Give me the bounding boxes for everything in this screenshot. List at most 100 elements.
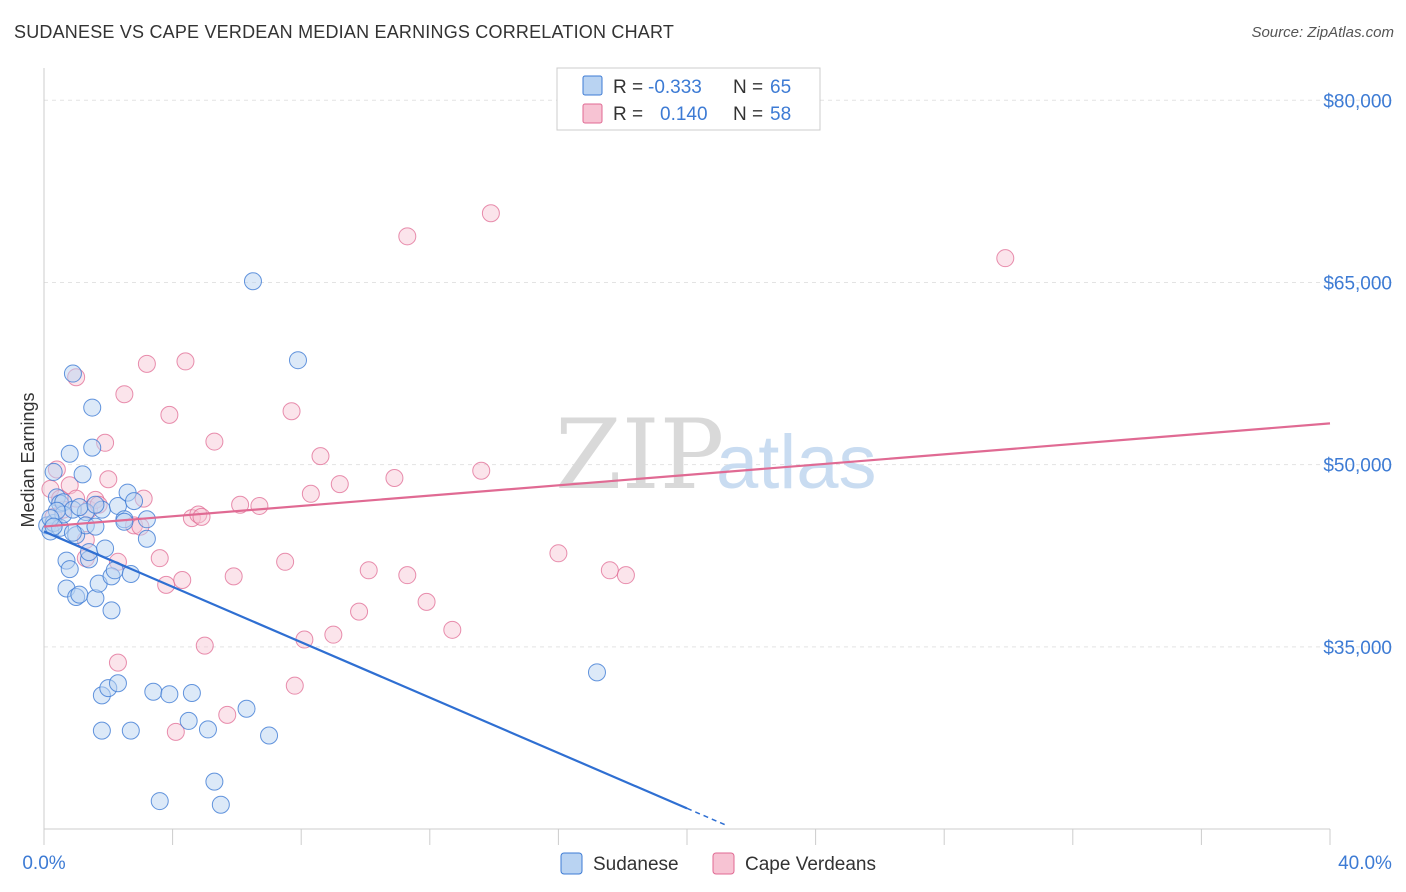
sudanese-point-64 xyxy=(115,512,134,531)
cape-verdeans-point-46 xyxy=(359,561,378,580)
sudanese-point-62 xyxy=(86,495,105,514)
sudanese-point-18 xyxy=(73,465,92,484)
legend-r-label-sudanese: R = xyxy=(613,77,643,98)
cape-verdeans-point-31 xyxy=(195,636,214,655)
legend-n-label-sudanese: N = xyxy=(733,77,763,98)
cape-verdeans-point-21 xyxy=(137,354,156,373)
sudanese-point-51 xyxy=(211,795,230,814)
y-tick-label-3: $80,000 xyxy=(1323,91,1392,112)
sudanese-point-49 xyxy=(198,720,217,739)
legend-n-value-sudanese: 65 xyxy=(770,77,791,98)
cape-verdeans-point-39 xyxy=(285,676,304,695)
sudanese-trend-line xyxy=(43,530,688,810)
x-tick-label-right: 40.0% xyxy=(1338,853,1392,874)
cape-verdeans-point-16 xyxy=(108,653,127,672)
cape-verdeans-point-32 xyxy=(205,432,224,451)
sudanese-point-30 xyxy=(92,721,111,740)
y-tick-label-1: $50,000 xyxy=(1323,456,1392,477)
y-tick-label-2: $65,000 xyxy=(1323,273,1392,294)
sudanese-point-44 xyxy=(144,682,163,701)
sudanese-point-23 xyxy=(83,398,102,417)
sudanese-point-43 xyxy=(137,529,156,548)
sudanese-point-47 xyxy=(179,711,198,730)
sudanese-point-50 xyxy=(205,772,224,791)
legend-r-value-cape-verdeans: 0.140 xyxy=(660,104,708,125)
sudanese-legend-swatch xyxy=(582,75,603,96)
sudanese-point-25 xyxy=(86,589,105,608)
legend-n-value-cape-verdeans: 58 xyxy=(770,104,791,125)
cape-verdeans-points xyxy=(41,204,1015,741)
cape-verdeans-point-25 xyxy=(166,722,185,741)
gridlines xyxy=(44,99,1392,648)
cape-verdeans-legend-label: Cape Verdeans xyxy=(745,854,876,875)
watermark: ZIP atlas xyxy=(555,399,877,511)
sudanese-point-54 xyxy=(260,726,279,745)
x-axis-ticks xyxy=(43,829,1331,845)
sudanese-point-22 xyxy=(80,543,99,562)
cape-verdeans-point-22 xyxy=(150,549,169,568)
y-tick-label-0: $35,000 xyxy=(1323,638,1392,659)
cape-verdeans-point-36 xyxy=(250,496,269,515)
sudanese-point-53 xyxy=(243,272,262,291)
cape-verdeans-point-45 xyxy=(350,602,369,621)
cape-verdeans-point-33 xyxy=(218,705,237,724)
sudanese-point-52 xyxy=(237,699,256,718)
cape-verdeans-point-43 xyxy=(324,625,343,644)
cape-verdeans-point-56 xyxy=(616,566,635,585)
x-tick-label-left: 0.0% xyxy=(22,853,65,874)
cape-verdeans-point-49 xyxy=(398,227,417,246)
cape-verdeans-point-52 xyxy=(472,461,491,480)
cape-verdeans-point-44 xyxy=(330,475,349,494)
legend-r-label-cape-verdeans: R = xyxy=(613,104,643,125)
cape-verdeans-point-14 xyxy=(99,470,118,489)
sudanese-point-37 xyxy=(108,674,127,693)
cape-verdeans-point-30 xyxy=(192,507,211,526)
sudanese-point-3 xyxy=(44,462,63,481)
sudanese-point-46 xyxy=(160,685,179,704)
cape-verdeans-point-55 xyxy=(600,561,619,580)
cape-verdeans-point-38 xyxy=(282,402,301,421)
sudanese-point-12 xyxy=(60,444,79,463)
sudanese-point-24 xyxy=(83,438,102,457)
cape-verdeans-point-50 xyxy=(417,592,436,611)
sudanese-point-60 xyxy=(125,492,144,511)
sudanese-point-11 xyxy=(60,560,79,579)
sudanese-point-34 xyxy=(102,601,121,620)
cape-verdeans-point-35 xyxy=(231,495,250,514)
y-axis-label: Median Earnings xyxy=(18,392,38,527)
cape-verdeans-point-53 xyxy=(481,204,500,223)
source-credit: Source: ZipAtlas.com xyxy=(1251,24,1394,41)
sudanese-points xyxy=(38,272,606,814)
sudanese-trend-extension xyxy=(686,807,726,826)
sudanese-point-17 xyxy=(70,585,89,604)
cape-verdeans-point-17 xyxy=(115,385,134,404)
sudanese-legend-key xyxy=(560,852,583,875)
sudanese-point-57 xyxy=(70,498,89,517)
cape-verdeans-legend-key xyxy=(712,852,735,875)
legend-n-label-cape-verdeans: N = xyxy=(733,104,763,125)
sudanese-point-48 xyxy=(182,683,201,702)
cape-verdeans-point-42 xyxy=(311,447,330,466)
series-legend: Sudanese Cape Verdeans xyxy=(560,852,876,875)
sudanese-point-61 xyxy=(63,523,82,542)
sudanese-legend-label: Sudanese xyxy=(593,854,679,875)
watermark-zip: ZIP xyxy=(555,399,724,511)
chart-title: SUDANESE VS CAPE VERDEAN MEDIAN EARNINGS… xyxy=(14,22,675,42)
cape-verdeans-point-24 xyxy=(160,405,179,424)
sudanese-point-41 xyxy=(121,721,140,740)
sudanese-point-55 xyxy=(288,351,307,370)
trend-lines xyxy=(43,422,1331,826)
legend-r-value-sudanese: -0.333 xyxy=(648,77,702,98)
cape-verdeans-point-27 xyxy=(176,352,195,371)
cape-verdeans-point-41 xyxy=(301,484,320,503)
stats-legend: R = -0.333 N = 65 R = 0.140 N = 58 xyxy=(556,67,821,131)
cape-verdeans-point-48 xyxy=(398,566,417,585)
sudanese-point-56 xyxy=(587,663,606,682)
sudanese-point-45 xyxy=(150,792,169,811)
cape-verdeans-point-37 xyxy=(276,552,295,571)
cape-verdeans-point-57 xyxy=(996,249,1015,268)
cape-verdeans-trend-line xyxy=(43,422,1331,528)
cape-verdeans-legend-swatch xyxy=(582,103,603,124)
sudanese-point-26 xyxy=(86,517,105,536)
